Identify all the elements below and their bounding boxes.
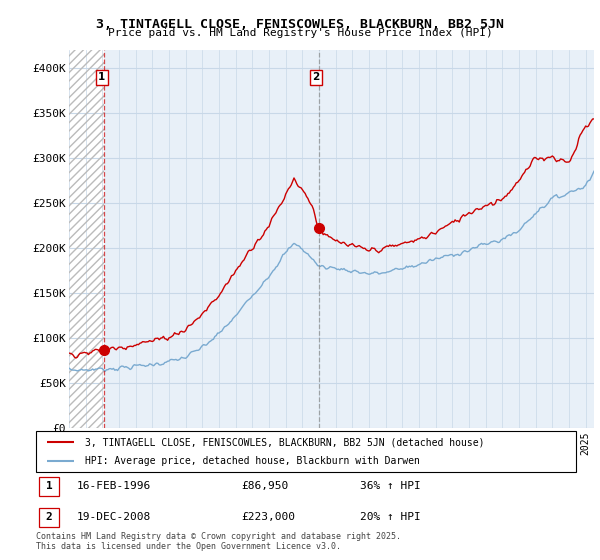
Text: 2: 2: [313, 72, 320, 82]
Text: 2: 2: [46, 512, 52, 522]
Text: 16-FEB-1996: 16-FEB-1996: [77, 482, 151, 491]
Text: £223,000: £223,000: [241, 512, 295, 522]
Bar: [69, 50, 104, 428]
Text: £86,950: £86,950: [241, 482, 289, 491]
Text: 20% ↑ HPI: 20% ↑ HPI: [360, 512, 421, 522]
Bar: [69, 50, 104, 428]
Text: 1: 1: [98, 72, 106, 82]
Text: Price paid vs. HM Land Registry's House Price Index (HPI): Price paid vs. HM Land Registry's House …: [107, 28, 493, 38]
Text: 3, TINTAGELL CLOSE, FENISCOWLES, BLACKBURN, BB2 5JN: 3, TINTAGELL CLOSE, FENISCOWLES, BLACKBU…: [96, 18, 504, 31]
Text: 3, TINTAGELL CLOSE, FENISCOWLES, BLACKBURN, BB2 5JN (detached house): 3, TINTAGELL CLOSE, FENISCOWLES, BLACKBU…: [85, 437, 484, 447]
Text: Contains HM Land Registry data © Crown copyright and database right 2025.
This d: Contains HM Land Registry data © Crown c…: [36, 532, 401, 552]
Text: HPI: Average price, detached house, Blackburn with Darwen: HPI: Average price, detached house, Blac…: [85, 456, 419, 465]
Text: 36% ↑ HPI: 36% ↑ HPI: [360, 482, 421, 491]
Bar: [39, 477, 59, 496]
Text: 19-DEC-2008: 19-DEC-2008: [77, 512, 151, 522]
Text: 1: 1: [46, 482, 52, 491]
Bar: [39, 507, 59, 527]
